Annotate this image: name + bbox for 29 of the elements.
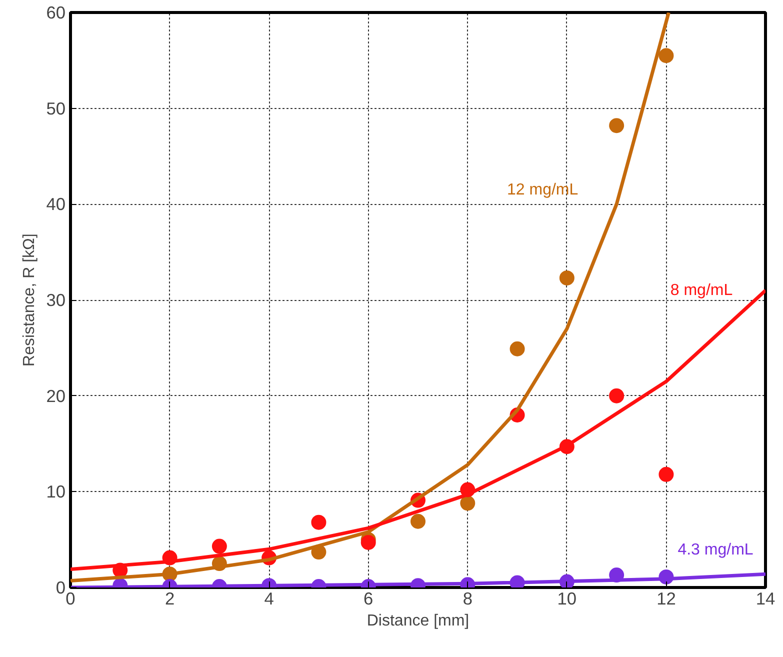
y-axis-title: Resistance, R [kΩ] [21, 234, 38, 366]
point [559, 270, 574, 286]
line-series [70, 12, 670, 583]
y-tick-label: 60 [46, 2, 66, 22]
point [609, 118, 624, 134]
y-tick-label: 20 [46, 386, 66, 406]
x-tick-label: 6 [364, 588, 374, 608]
series-label: 4.3 mg/mL [678, 542, 754, 559]
x-tick-label: 2 [164, 588, 175, 608]
x-axis-title: Distance [mm] [366, 612, 470, 630]
point [311, 514, 326, 530]
point [212, 538, 227, 554]
point [658, 466, 674, 482]
y-tick-label: 10 [46, 482, 66, 502]
x-tick-label: 14 [756, 588, 776, 608]
point [609, 388, 624, 404]
point [658, 48, 674, 64]
x-tick-label: 8 [462, 588, 472, 608]
x-tick-label: 10 [557, 588, 577, 608]
y-tick-label: 30 [46, 290, 66, 310]
series-label: 8 mg/mL [670, 282, 733, 299]
x-tick-label: 12 [656, 588, 676, 608]
y-tick-label: 40 [46, 194, 66, 214]
y-tick-label: 50 [46, 98, 66, 118]
text: 12 mg/mL [507, 182, 578, 199]
x-tick-label: 4 [264, 588, 274, 608]
point [510, 341, 525, 356]
point [460, 496, 476, 511]
point [410, 514, 426, 529]
